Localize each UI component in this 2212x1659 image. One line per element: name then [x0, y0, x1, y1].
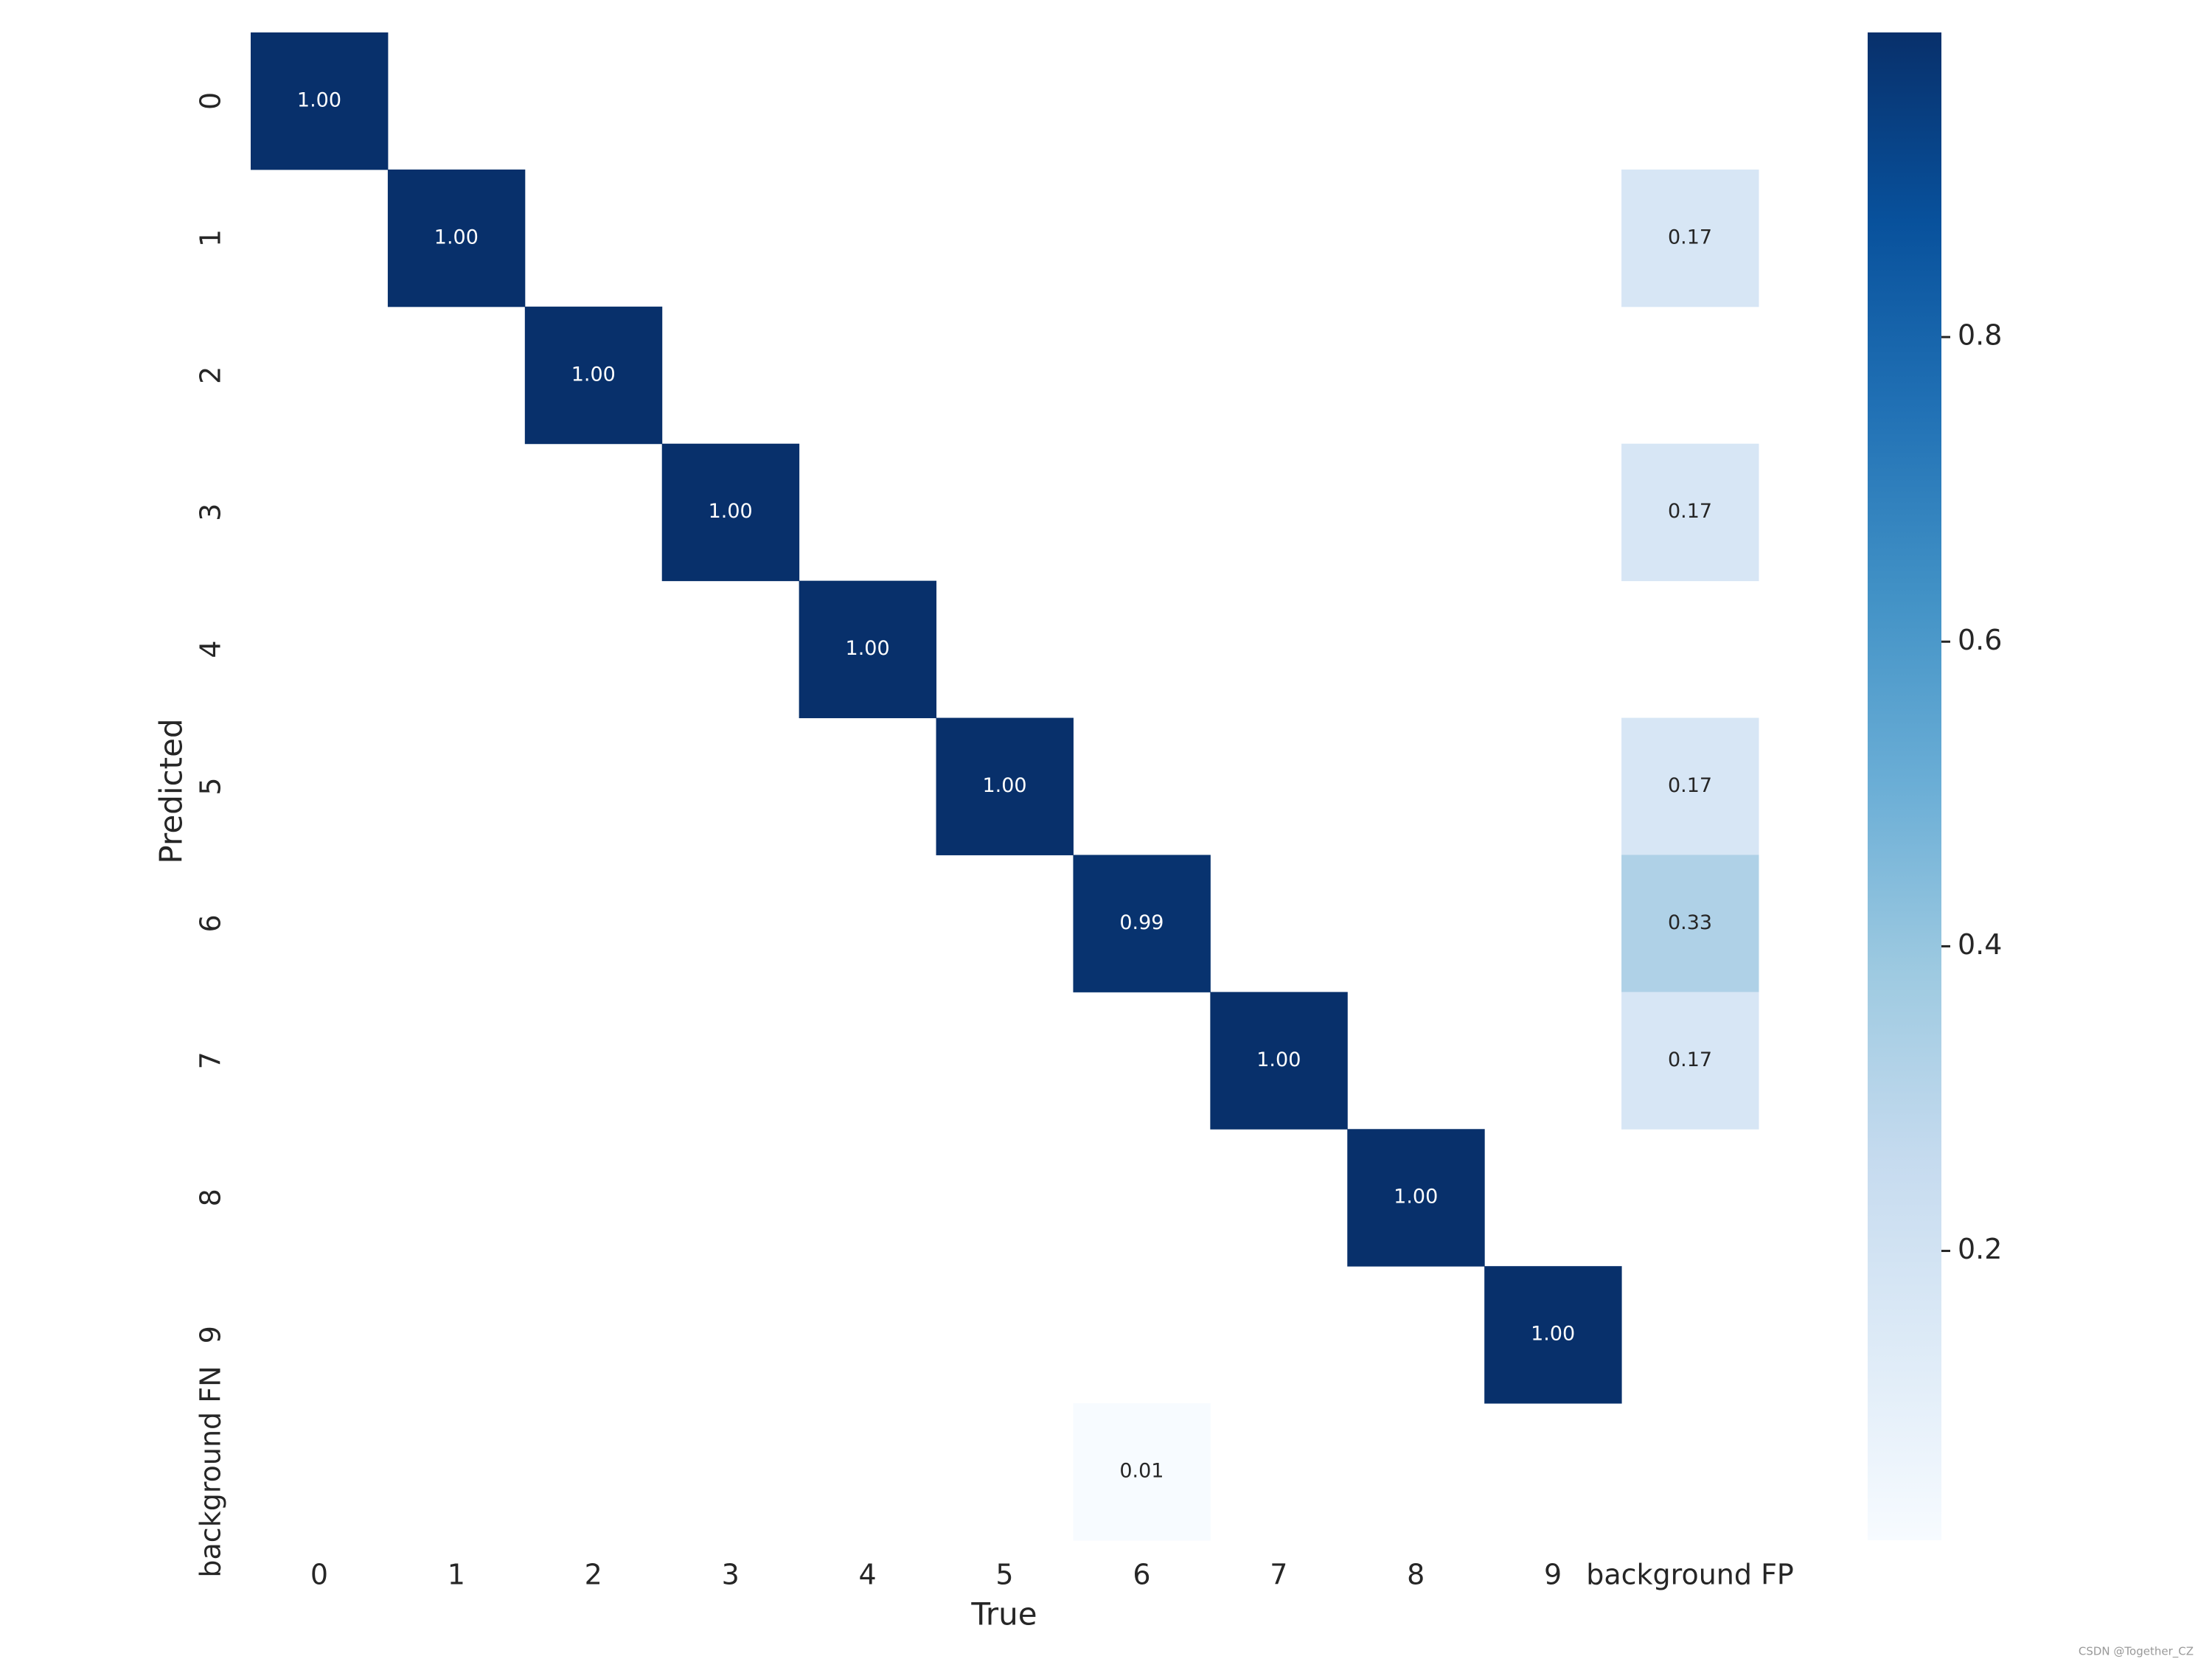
- heatmap-cell: [1621, 169, 1759, 307]
- y-tick-label: 8: [195, 1189, 227, 1206]
- cell-label: 1.00: [571, 363, 616, 386]
- cell-label: 0.17: [1668, 774, 1712, 797]
- x-tick-label: 7: [1270, 1559, 1287, 1591]
- watermark: CSDN @Together_CZ: [2079, 1645, 2194, 1659]
- cell-label: 1.00: [297, 88, 341, 111]
- x-tick-label: 5: [995, 1559, 1013, 1591]
- y-tick-label: 1: [195, 229, 227, 247]
- heatmap-cell: [1073, 855, 1211, 992]
- x-tick-label: 1: [448, 1559, 465, 1591]
- colorbar-tick-label: 0.6: [1958, 624, 2002, 656]
- x-tick-label: 3: [722, 1559, 740, 1591]
- x-tick-label: 0: [310, 1559, 328, 1591]
- heatmap-cell: [1621, 992, 1759, 1130]
- y-tick-label: 2: [195, 366, 227, 384]
- y-tick-label: 9: [195, 1326, 227, 1343]
- cell-label: 1.00: [434, 226, 479, 248]
- heatmap-cell: [936, 717, 1074, 855]
- cell-label: 0.33: [1668, 911, 1712, 934]
- heatmap-cell: [1484, 1266, 1622, 1404]
- cell-label: 1.00: [709, 500, 753, 523]
- heatmap-cell: [387, 169, 526, 307]
- cell-label: 1.00: [1256, 1048, 1301, 1071]
- colorbar-tick-label: 0.2: [1958, 1233, 2002, 1265]
- x-tick-label: 6: [1133, 1559, 1150, 1591]
- x-tick-label: 4: [858, 1559, 876, 1591]
- y-tick-label: 5: [195, 777, 227, 795]
- x-tick-label: 8: [1407, 1559, 1425, 1591]
- colorbar-tick-label: 0.8: [1958, 319, 2002, 352]
- cell-label: 1.00: [982, 774, 1026, 797]
- cell-label: 0.17: [1668, 1048, 1712, 1071]
- y-tick-label: background FN: [195, 1366, 227, 1577]
- heatmap-cell: [251, 32, 389, 170]
- cell-label: 0.01: [1119, 1460, 1164, 1483]
- heatmap-cell: [1621, 855, 1759, 992]
- y-tick-label: 0: [195, 92, 227, 110]
- y-tick-label: 4: [195, 640, 227, 658]
- x-tick-label: background FP: [1586, 1559, 1794, 1591]
- colorbar: [1868, 32, 1941, 1540]
- y-tick-label: 6: [195, 914, 227, 932]
- heatmap-cell: [661, 443, 800, 582]
- cell-label: 1.00: [1531, 1323, 1575, 1346]
- heatmap-cell: [799, 580, 937, 719]
- cell-label: 1.00: [846, 637, 890, 660]
- cell-label: 0.17: [1668, 226, 1712, 248]
- x-axis-label: True: [970, 1596, 1037, 1632]
- y-axis-label: Predicted: [153, 718, 189, 863]
- heatmap-cell: [1073, 1403, 1211, 1541]
- heatmap-cell: [1621, 717, 1759, 855]
- y-tick-label: 7: [195, 1051, 227, 1069]
- heatmap-cell: [1210, 992, 1348, 1130]
- cell-label: 0.17: [1668, 500, 1712, 523]
- cell-label: 0.99: [1119, 911, 1164, 934]
- colorbar-tick-label: 0.4: [1958, 928, 2002, 961]
- y-tick-label: 3: [195, 504, 227, 521]
- heatmap-cell: [1347, 1129, 1485, 1267]
- cell-label: 1.00: [1394, 1186, 1438, 1208]
- x-tick-label: 9: [1544, 1559, 1562, 1591]
- heatmap-cell: [1621, 443, 1759, 582]
- x-tick-label: 2: [585, 1559, 602, 1591]
- heatmap-cell: [524, 306, 663, 445]
